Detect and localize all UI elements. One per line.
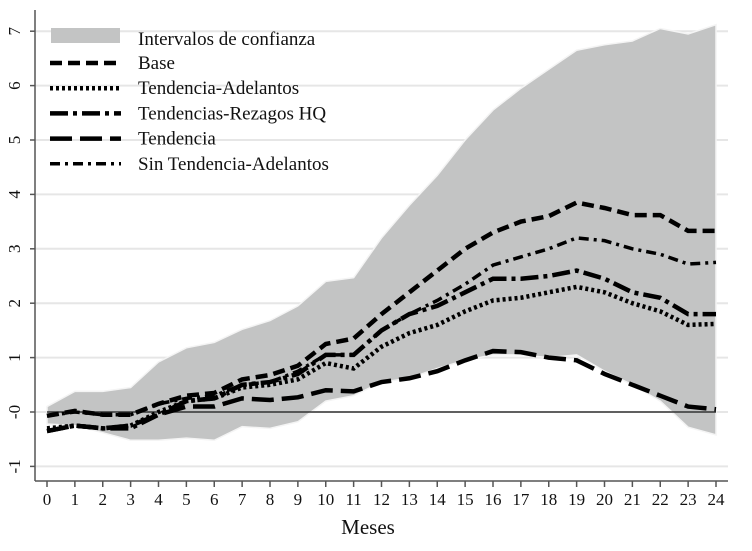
x-tick-label: 15 — [457, 490, 474, 509]
legend-label: Sin Tendencia-Adelantos — [138, 154, 329, 175]
legend-label: Tendencia — [138, 129, 216, 150]
x-tick-label: 3 — [126, 490, 135, 509]
x-tick-label: 18 — [540, 490, 557, 509]
x-tick-label: 7 — [238, 490, 247, 509]
x-tick-label: 0 — [43, 490, 52, 509]
x-tick-label: 23 — [680, 490, 697, 509]
x-tick-label: 1 — [71, 490, 80, 509]
y-tick-label: -1 — [5, 459, 24, 473]
series-line-4 — [46, 236, 717, 418]
series-line-2 — [46, 268, 716, 434]
x-tick-label: 10 — [317, 490, 334, 509]
legend-label: Tendencia-Adelantos — [138, 78, 299, 99]
legend-label: Tendencias-Rezagos HQ — [138, 103, 326, 124]
y-tick-label: 1 — [5, 353, 24, 362]
y-tick-label: 5 — [5, 136, 24, 145]
x-tick-label: 20 — [596, 490, 613, 509]
y-tick-label: 2 — [5, 299, 24, 308]
x-axis-label: Meses — [341, 515, 395, 539]
series-line-0 — [46, 200, 716, 419]
confidence-band — [46, 23, 717, 442]
x-tick-label: 6 — [210, 490, 219, 509]
x-tick-label: 8 — [266, 490, 275, 509]
x-tick-label: 5 — [182, 490, 191, 509]
legend-label: Base — [138, 53, 175, 74]
series-line-1 — [46, 284, 717, 431]
x-tick-label: 19 — [568, 490, 585, 509]
legend-label: Intervalos de confianza — [138, 29, 316, 50]
series-line-3 — [46, 348, 717, 434]
y-tick-label: 4 — [5, 190, 24, 199]
x-tick-label: 24 — [708, 490, 726, 509]
y-tick-label: 3 — [5, 245, 24, 254]
legend-swatch-band — [51, 28, 120, 43]
x-tick-label: 21 — [624, 490, 641, 509]
x-tick-label: 2 — [99, 490, 108, 509]
x-tick-label: 9 — [294, 490, 303, 509]
x-tick-label: 22 — [652, 490, 669, 509]
x-tick-label: 13 — [401, 490, 418, 509]
y-tick-label: 6 — [5, 81, 24, 90]
x-tick-label: 4 — [154, 490, 163, 509]
y-tick-label: -0 — [5, 405, 24, 419]
x-tick-label: 12 — [373, 490, 390, 509]
y-tick-label: 7 — [5, 26, 24, 35]
x-tick-label: 17 — [512, 490, 530, 509]
x-tick-label: 11 — [345, 490, 361, 509]
x-tick-label: 14 — [429, 490, 447, 509]
x-tick-label: 16 — [485, 490, 502, 509]
